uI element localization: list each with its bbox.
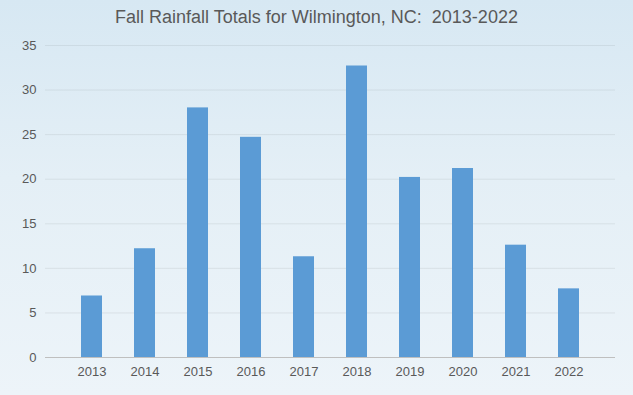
svg-text:2016: 2016	[237, 364, 266, 379]
svg-text:2020: 2020	[449, 364, 478, 379]
svg-text:10: 10	[22, 261, 36, 276]
svg-text:5: 5	[29, 305, 36, 320]
svg-text:2021: 2021	[502, 364, 531, 379]
svg-text:30: 30	[22, 82, 36, 97]
svg-text:2014: 2014	[131, 364, 160, 379]
svg-text:15: 15	[22, 216, 36, 231]
svg-text:2018: 2018	[343, 364, 372, 379]
svg-text:2017: 2017	[290, 364, 319, 379]
svg-text:2013: 2013	[78, 364, 107, 379]
svg-text:2022: 2022	[555, 364, 584, 379]
svg-text:35: 35	[22, 38, 36, 53]
svg-text:2015: 2015	[184, 364, 213, 379]
svg-text:20: 20	[22, 171, 36, 186]
svg-text:25: 25	[22, 127, 36, 142]
html-text:Fall Rainfall Totals for Wilmi: Fall Rainfall Totals for Wilmington, NC:…	[115, 7, 518, 27]
svg-text:0: 0	[29, 350, 36, 365]
svg-text:2019: 2019	[396, 364, 425, 379]
